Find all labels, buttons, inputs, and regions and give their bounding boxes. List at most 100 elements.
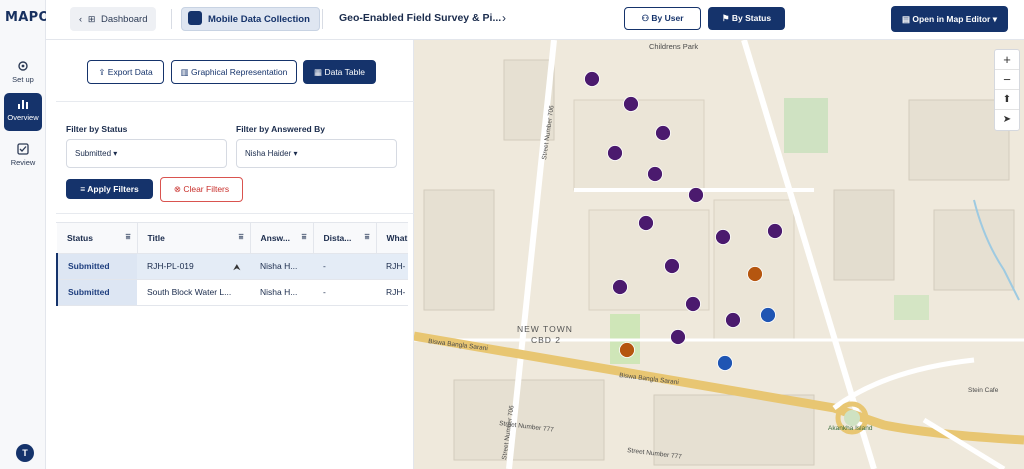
- map-label-area: CBD 2: [531, 335, 561, 345]
- tab-graphical-representation[interactable]: ▥ Graphical Representation: [171, 60, 297, 84]
- cell-status: Submitted: [56, 253, 137, 280]
- rail-setup-label: Set up: [12, 75, 34, 84]
- zoom-in-button[interactable]: +: [995, 50, 1019, 70]
- survey-point-marker[interactable]: [760, 307, 776, 323]
- rail-setup[interactable]: Set up: [4, 55, 42, 93]
- mobile-data-collection-label: Mobile Data Collection: [208, 14, 310, 25]
- survey-point-marker[interactable]: [725, 312, 741, 328]
- survey-markers: [584, 71, 783, 371]
- open-in-map-editor-button[interactable]: ▤ Open in Map Editor ▾: [891, 6, 1008, 32]
- city-block: [933, 209, 1015, 291]
- locate-icon[interactable]: ➤: [1002, 114, 1012, 125]
- by-user-label: By User: [651, 13, 684, 23]
- divider: [171, 9, 172, 29]
- table-row[interactable]: Submitted South Block Water L... Nisha H…: [56, 279, 408, 306]
- survey-point-marker[interactable]: [670, 329, 686, 345]
- filter-icon[interactable]: ⩸: [301, 232, 307, 241]
- survey-title[interactable]: Geo-Enabled Field Survey & Pi...: [339, 12, 502, 24]
- chevron-right-icon[interactable]: ›: [502, 11, 506, 25]
- map-canvas[interactable]: Childrens Park Street Number 706 Street …: [414, 40, 1024, 469]
- chart-icon: ▥: [180, 67, 191, 77]
- survey-point-marker[interactable]: [619, 342, 635, 358]
- chevron-down-icon: ▾: [990, 14, 997, 24]
- answered-by-select[interactable]: Nisha Haider ▾: [236, 139, 397, 168]
- zoom-controls: + − ⬆ ➤: [994, 49, 1020, 131]
- flag-icon: ⚑: [721, 13, 732, 23]
- rail-overview-label: Overview: [7, 113, 39, 122]
- top-bar: ‹ ⊞ Dashboard Mobile Data Collection Geo…: [46, 0, 1024, 40]
- survey-point-marker[interactable]: [584, 71, 600, 87]
- column-header-label: What: [386, 232, 408, 243]
- column-header-title[interactable]: Title ⩸: [137, 223, 251, 254]
- filter-answered-label: Filter by Answered By: [236, 124, 325, 134]
- column-header-answered[interactable]: Answ... ⩸: [250, 223, 314, 254]
- map-view[interactable]: Childrens Park Street Number 706 Street …: [414, 40, 1024, 469]
- filter-icon[interactable]: ⩸: [125, 232, 131, 241]
- divider: [322, 9, 323, 29]
- roundabout-island: [844, 410, 860, 426]
- survey-point-marker[interactable]: [767, 223, 783, 239]
- tab-data-table[interactable]: ▦ Data Table: [303, 60, 376, 84]
- survey-point-marker[interactable]: [747, 266, 763, 282]
- column-header-status[interactable]: Status ⩸: [57, 223, 138, 254]
- survey-point-marker[interactable]: [717, 355, 733, 371]
- export-data-button[interactable]: ⇪ Export Data: [87, 60, 164, 84]
- clear-filters-button[interactable]: ⊗ Clear Filters: [160, 177, 243, 202]
- status-select-value: Submitted: [75, 149, 112, 158]
- survey-point-marker[interactable]: [607, 145, 623, 161]
- clipboard-icon: [188, 11, 202, 26]
- status-select[interactable]: Submitted ▾: [66, 139, 227, 168]
- survey-point-marker[interactable]: [664, 258, 680, 274]
- survey-point-marker[interactable]: [715, 229, 731, 245]
- filter-icon[interactable]: ⩸: [238, 232, 244, 241]
- column-header-label: Title: [147, 232, 165, 243]
- filter-icon[interactable]: ⩸: [364, 232, 370, 241]
- survey-point-marker[interactable]: [612, 279, 628, 295]
- road: [922, 417, 1006, 469]
- map-label-area: NEW TOWN: [517, 324, 573, 334]
- cell-status: Submitted: [56, 279, 137, 306]
- roundabout: [835, 401, 869, 435]
- column-header-distance[interactable]: Dista... ⩸: [313, 223, 377, 254]
- graphical-label: Graphical Representation: [191, 67, 288, 77]
- by-status-button[interactable]: ⚑ By Status: [708, 7, 785, 30]
- left-rail: MAPOG Set up Overview Review T: [0, 0, 60, 469]
- survey-point-marker[interactable]: [688, 187, 704, 203]
- map-label-place: Akankha Island: [828, 425, 873, 432]
- map-label-place: Stein Cafe: [968, 387, 999, 394]
- column-header-what[interactable]: What: [376, 223, 408, 254]
- by-user-button[interactable]: ⚇ By User: [624, 7, 701, 30]
- filters-section: Filter by Status Submitted ▾ Filter by A…: [56, 102, 414, 214]
- mobile-data-collection-breadcrumb[interactable]: Mobile Data Collection: [181, 7, 320, 31]
- park-area: [784, 98, 828, 153]
- table-header-row: Status ⩸ Title ⩸ Answ... ⩸ Dista... ⩸ What: [57, 223, 408, 254]
- apply-filters-button[interactable]: ≡ Apply Filters: [66, 179, 153, 199]
- grid-icon: ⊞: [87, 14, 96, 24]
- avatar[interactable]: T: [16, 444, 34, 462]
- column-header-label: Status: [67, 232, 93, 243]
- survey-point-marker[interactable]: [685, 296, 701, 312]
- map-label-park: Childrens Park: [649, 42, 698, 51]
- survey-point-marker[interactable]: [647, 166, 663, 182]
- export-label: Export Data: [107, 67, 153, 77]
- table-icon: ▦: [314, 67, 325, 77]
- rail-review[interactable]: Review: [4, 138, 42, 176]
- data-panel: ⇪ Export Data ▥ Graphical Representation…: [56, 40, 414, 469]
- table-row[interactable]: Submitted RJH-PL-019 Nisha H... - RJH-: [56, 253, 408, 280]
- zoom-out-button[interactable]: −: [995, 70, 1019, 90]
- survey-point-marker[interactable]: [623, 96, 639, 112]
- rail-overview[interactable]: Overview: [4, 93, 42, 131]
- road: [506, 40, 557, 469]
- compass-icon[interactable]: ⬆: [995, 90, 1019, 110]
- cell-title: RJH-PL-019: [137, 253, 250, 280]
- city-block: [423, 189, 495, 311]
- survey-point-marker[interactable]: [638, 215, 654, 231]
- cell-distance: -: [313, 279, 376, 306]
- users-icon: ⚇: [641, 13, 652, 23]
- survey-point-marker[interactable]: [655, 125, 671, 141]
- clear-icon: ⊗: [173, 184, 184, 194]
- cell-what: RJH-: [376, 279, 408, 306]
- dashboard-breadcrumb[interactable]: ‹ ⊞ Dashboard: [70, 7, 157, 31]
- city-block: [453, 379, 605, 461]
- mouse-cursor-icon: ⮝: [233, 262, 241, 272]
